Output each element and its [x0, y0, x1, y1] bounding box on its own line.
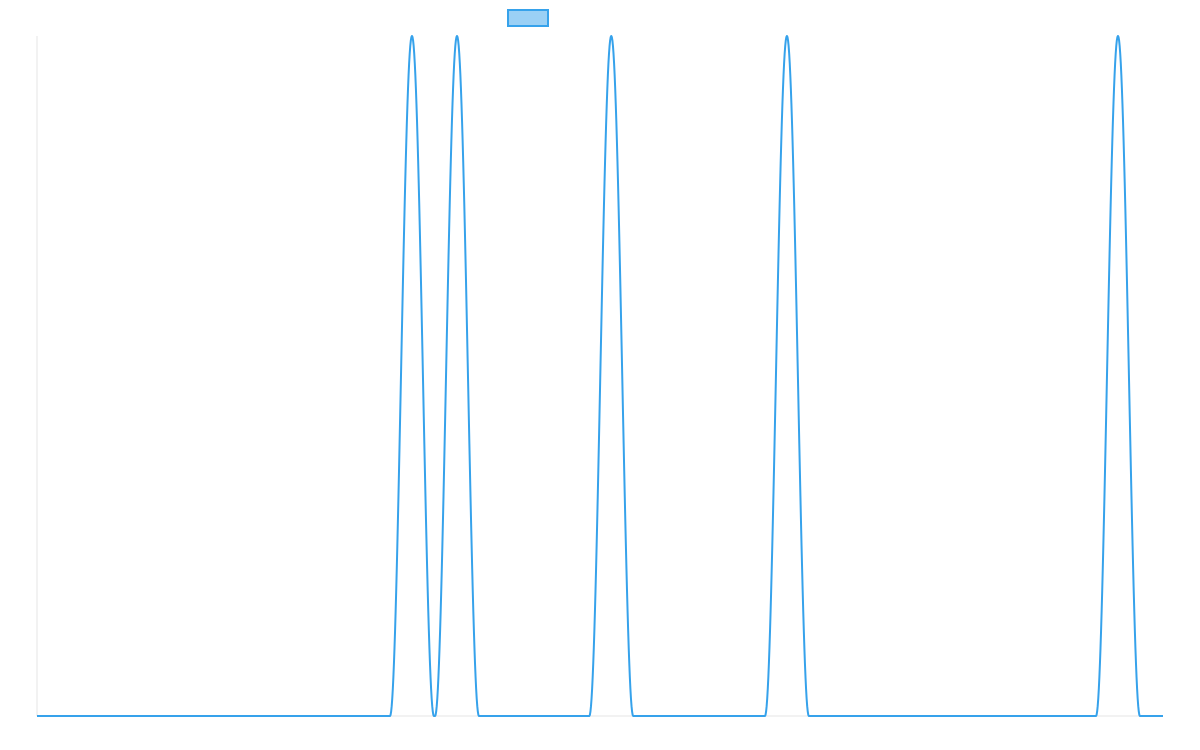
peak-points-layer [407, 31, 1123, 41]
peak-point-4[interactable] [782, 31, 792, 41]
peak-point-5[interactable] [1113, 31, 1123, 41]
peak-point-3[interactable] [606, 31, 616, 41]
series-line-1 [36, 35, 1164, 717]
legend-swatch[interactable] [507, 9, 549, 27]
legend [507, 9, 549, 27]
peak-point-2[interactable] [452, 31, 462, 41]
series-layer [36, 35, 1164, 717]
peak-point-1[interactable] [407, 31, 417, 41]
